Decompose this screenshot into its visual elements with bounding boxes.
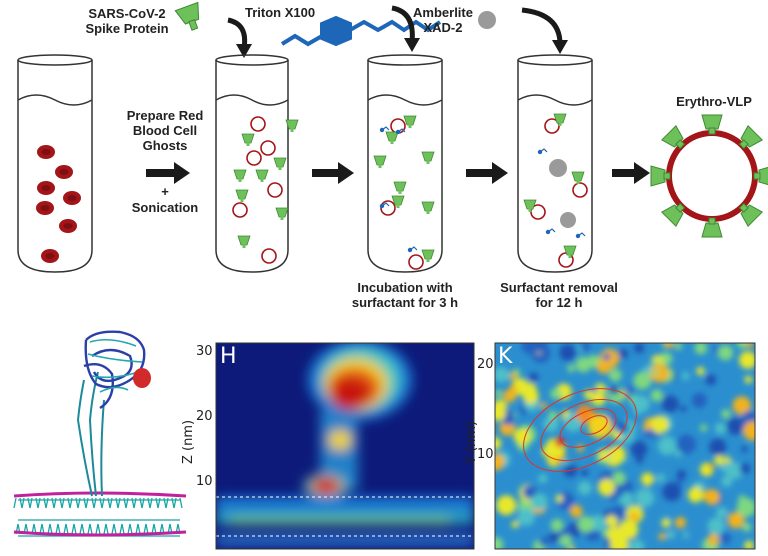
vlp-spike-icon [738, 202, 764, 228]
vlp-spike-icon [753, 165, 768, 187]
panel-k-ylabel: Y (nm) [464, 420, 479, 464]
spike-reagent-icon [174, 1, 200, 31]
test-tube-3 [367, 60, 443, 273]
surfactant-removal-mixture [523, 113, 588, 268]
process-arrow-icon [146, 162, 650, 184]
surfactant-removal-label: Surfactant removal for 12 h [500, 280, 618, 310]
amberlite-bead-icon [478, 11, 496, 29]
panel-k-ytick: 20 [477, 357, 494, 372]
step1-sonication-label: Sonication [131, 200, 199, 215]
erythro-vlp-label: Erythro-VLP [676, 94, 752, 109]
incubation-label: Incubation with surfactant for 3 h [351, 280, 459, 310]
vlp-spike-icon [701, 114, 723, 135]
panel-h-ytick: 20 [196, 409, 213, 424]
vlp-spike-icon [650, 165, 671, 187]
panel-k-ytick: 10 [477, 447, 494, 462]
test-tube-2 [215, 60, 289, 273]
erythro-vlp-illustration [650, 114, 768, 238]
vlp-spike-icon [738, 124, 764, 150]
test-tube-1 [17, 60, 93, 273]
vlp-spike-icon [660, 202, 686, 228]
panel-h-letter: H [220, 344, 237, 369]
spike-protein-label: SARS-CoV-2 Spike Protein [85, 6, 169, 36]
triton-molecule-icon [280, 15, 442, 47]
vlp-spike-icon [660, 124, 686, 150]
amberlite-label: Amberlite XAD-2 [413, 5, 473, 35]
step1-plus-label: + [161, 184, 169, 199]
panel-k-letter: K [498, 344, 513, 369]
arrowhead-icon [236, 38, 568, 58]
vlp-spike-icon [701, 217, 723, 238]
panel-h-ytick: 10 [196, 474, 213, 489]
panel-h-ytick: 30 [196, 344, 213, 359]
panel-h-ylabel: Z (nm) [181, 419, 196, 464]
triton-label: Triton X100 [245, 5, 316, 20]
step1-prepare-label: Prepare Red Blood Cell Ghosts [126, 108, 204, 153]
